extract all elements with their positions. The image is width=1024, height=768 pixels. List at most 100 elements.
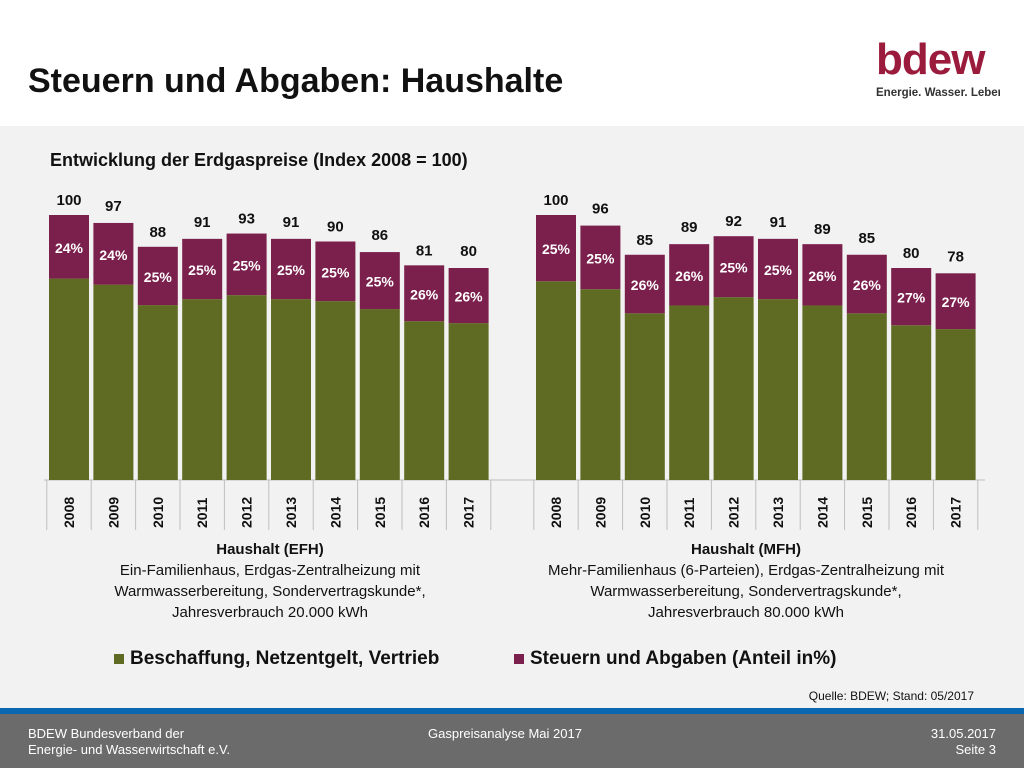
data-label-total: 81	[416, 242, 433, 259]
footer-date: 31.05.2017	[930, 726, 996, 741]
source-note: Quelle: BDEW; Stand: 05/2017	[808, 689, 974, 703]
legend-item-steuern: Steuern und Abgaben (Anteil in%)	[514, 648, 836, 670]
bar-steuern	[137, 246, 178, 306]
x-tick-label: 2012	[239, 497, 255, 528]
bar-beschaffung	[580, 289, 621, 480]
bar-beschaffung	[182, 299, 223, 480]
data-label-total: 80	[460, 243, 477, 260]
group-desc-efh-2: Warmwasserbereitung, Sondervertragskunde…	[114, 583, 426, 600]
data-label-share: 24%	[99, 247, 128, 263]
bar-beschaffung	[624, 313, 665, 480]
data-label-total: 89	[681, 219, 698, 236]
footer-org-line2: Energie- und Wasserwirtschaft e.V.	[28, 742, 231, 757]
data-label-total: 91	[194, 214, 211, 231]
bar-steuern	[49, 215, 89, 279]
bar-steuern	[669, 244, 710, 306]
data-label-total: 93	[238, 211, 255, 228]
bar-steuern	[404, 265, 445, 322]
group-desc-mfh-1: Mehr-Familienhaus (6-Parteien), Erdgas-Z…	[548, 562, 944, 579]
data-label-share: 27%	[897, 290, 926, 306]
stacked-bar-chart: 100 24% 2008 97 24% 2009 88 25% 2010 91 25% 2011 93 2…	[44, 192, 985, 530]
group-heading-efh: Haushalt (EFH)	[216, 541, 324, 558]
footer-organization: BDEW Bundesverband der Energie- und Wass…	[28, 726, 230, 758]
legend-swatch-beschaffung	[114, 654, 124, 664]
x-tick-label: 2009	[105, 497, 121, 528]
x-tick-label: 2011	[194, 497, 210, 528]
bdew-logo: bdew Energie. Wasser. Leben.	[876, 35, 1000, 99]
x-tick-label: 2016	[903, 497, 919, 528]
legend-label-steuern: Steuern und Abgaben (Anteil in%)	[530, 648, 837, 669]
data-label-share: 25%	[720, 260, 749, 276]
footer-page: Seite 3	[955, 742, 996, 757]
x-tick-label: 2014	[327, 497, 343, 528]
x-tick-label: 2008	[548, 497, 564, 528]
bar-steuern	[758, 238, 798, 300]
data-label-total: 97	[105, 198, 122, 215]
footer-document: Gaspreisanalyse Mai 2017	[428, 726, 582, 741]
bar-beschaffung	[536, 281, 576, 480]
legend-swatch-steuern	[514, 654, 524, 664]
data-label-total: 86	[371, 227, 388, 244]
bar-steuern	[315, 241, 356, 302]
group-label-mfh: Haushalt (MFH) Mehr-Familienhaus (6-Part…	[536, 539, 956, 623]
data-label-share: 25%	[233, 257, 262, 273]
logo-tagline: Energie. Wasser. Leben.	[876, 87, 1000, 99]
footer-meta: 31.05.2017 Seite 3	[931, 726, 996, 758]
bar-beschaffung	[49, 278, 89, 480]
data-label-share: 25%	[586, 250, 615, 266]
data-label-total: 92	[725, 213, 742, 230]
x-tick-label: 2017	[948, 497, 964, 528]
data-label-total: 96	[592, 201, 609, 218]
data-label-share: 26%	[853, 277, 882, 293]
x-tick-label: 2011	[681, 497, 697, 528]
bar-beschaffung	[713, 297, 754, 480]
bar-steuern	[935, 273, 976, 330]
x-tick-label: 2010	[637, 497, 653, 528]
data-label-total: 100	[543, 192, 568, 209]
data-label-share: 26%	[455, 289, 484, 305]
bar-steuern	[713, 236, 754, 298]
x-tick-label: 2008	[61, 497, 77, 528]
bar-steuern	[846, 254, 887, 314]
data-label-total: 91	[283, 214, 300, 231]
bar-beschaffung	[404, 321, 445, 480]
data-label-share: 25%	[144, 269, 173, 285]
data-label-total: 91	[770, 214, 787, 231]
group-desc-mfh-3: Jahresverbrauch 80.000 kWh	[648, 604, 844, 621]
x-tick-label: 2015	[859, 497, 875, 528]
bar-beschaffung	[271, 299, 311, 480]
data-label-share: 26%	[808, 268, 837, 284]
data-label-share: 24%	[55, 240, 84, 256]
x-tick-label: 2012	[726, 497, 742, 528]
group-desc-mfh-2: Warmwasserbereitung, Sondervertragskunde…	[590, 583, 902, 600]
data-label-share: 26%	[410, 286, 439, 302]
bar-steuern	[891, 268, 932, 326]
x-tick-label: 2009	[592, 497, 608, 528]
bar-steuern	[93, 222, 134, 285]
footer-org-line1: BDEW Bundesverband der	[28, 726, 185, 741]
chart-title: Entwicklung der Erdgaspreise (Index 2008…	[50, 150, 468, 170]
x-tick-label: 2013	[283, 497, 299, 528]
footer: BDEW Bundesverband der Energie- und Wass…	[0, 714, 1024, 768]
data-label-total: 100	[56, 192, 81, 209]
x-tick-label: 2010	[150, 497, 166, 528]
bar-steuern	[271, 238, 311, 300]
data-label-total: 90	[327, 219, 344, 236]
bar-steuern	[359, 252, 400, 310]
data-label-total: 78	[947, 248, 964, 265]
bar-beschaffung	[669, 305, 710, 480]
bar-beschaffung	[137, 305, 178, 480]
legend-item-beschaffung: Beschaffung, Netzentgelt, Vertrieb	[114, 648, 439, 670]
x-tick-label: 2013	[770, 497, 786, 528]
group-desc-efh-1: Ein-Familienhaus, Erdgas-Zentralheizung …	[119, 562, 421, 579]
x-tick-label: 2016	[416, 497, 432, 528]
bar-beschaffung	[891, 325, 932, 480]
data-label-total: 85	[858, 230, 875, 247]
data-label-share: 26%	[631, 277, 660, 293]
bar-steuern	[580, 225, 621, 290]
bar-steuern	[536, 215, 576, 282]
bar-steuern	[802, 244, 843, 306]
logo-wordmark: bdew	[876, 35, 986, 84]
data-label-share: 25%	[277, 262, 306, 278]
bar-beschaffung	[93, 284, 134, 480]
